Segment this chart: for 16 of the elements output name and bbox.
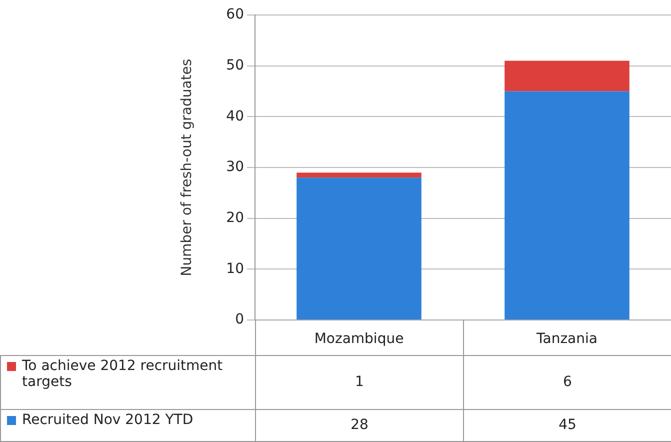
y-tick-label: 0 (235, 312, 244, 328)
legend-label: To achieve 2012 recruitment targets (22, 358, 224, 390)
y-axis-title: Number of fresh-out graduates (179, 58, 196, 276)
data-label: 1 (256, 355, 464, 409)
y-tick-label: 30 (226, 159, 244, 176)
y-tick-label: 60 (226, 6, 244, 23)
legend-label: Recruited Nov 2012 YTD (22, 412, 194, 428)
y-tick-label: 10 (226, 260, 244, 277)
data-label: 45 (464, 409, 671, 441)
y-tick-label: 20 (226, 210, 244, 226)
x-tick-label: Mozambique (314, 331, 404, 348)
x-tick-label: Tanzania (536, 331, 598, 348)
y-tick-label: 40 (226, 108, 244, 124)
data-label: 6 (464, 355, 671, 409)
y-tick-label: 50 (226, 57, 244, 74)
data-label: 28 (256, 409, 464, 441)
